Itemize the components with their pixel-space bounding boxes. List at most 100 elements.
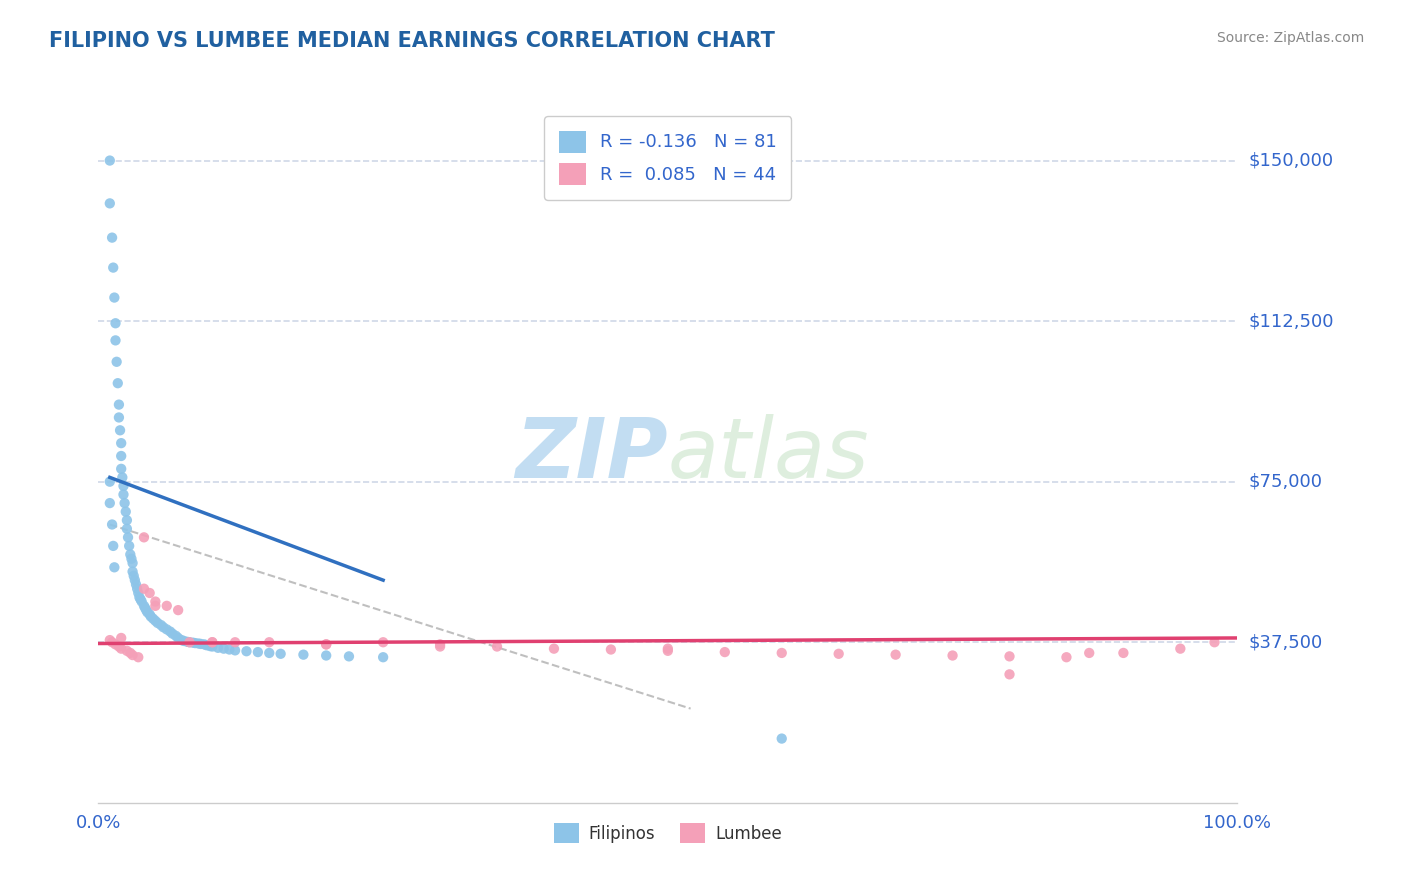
Point [110, 641, 132, 656]
Text: ZIP: ZIP [515, 415, 668, 495]
Point [152, 620, 174, 634]
Point [224, 635, 246, 649]
Point [201, 640, 224, 654]
Point [187, 636, 209, 650]
Point [128, 591, 150, 605]
Point [98, 633, 121, 648]
Point [315, 637, 337, 651]
Point [110, 449, 132, 463]
Point [156, 623, 179, 637]
Point [429, 637, 451, 651]
Point [942, 648, 965, 663]
Point [207, 640, 229, 655]
Text: FILIPINO VS LUMBEE MEDIAN EARNINGS CORRELATION CHART: FILIPINO VS LUMBEE MEDIAN EARNINGS CORRE… [49, 31, 775, 51]
Point [120, 551, 142, 566]
Point [138, 586, 160, 600]
Point [315, 648, 337, 663]
Point [129, 592, 152, 607]
Point [98, 196, 121, 211]
Point [108, 423, 131, 437]
Point [121, 565, 143, 579]
Point [165, 629, 187, 643]
Point [112, 487, 135, 501]
Point [101, 230, 124, 244]
Point [159, 624, 181, 639]
Point [315, 637, 337, 651]
Point [108, 640, 131, 654]
Point [145, 614, 167, 628]
Point [121, 648, 143, 662]
Point [103, 560, 125, 574]
Point [127, 650, 149, 665]
Point [179, 635, 201, 649]
Point [173, 634, 195, 648]
Point [98, 153, 121, 168]
Point [167, 603, 190, 617]
Point [190, 637, 212, 651]
Point [235, 644, 257, 658]
Point [115, 644, 138, 658]
Point [195, 638, 218, 652]
Text: $112,500: $112,500 [1249, 312, 1334, 330]
Point [131, 594, 153, 608]
Point [201, 635, 224, 649]
Point [110, 462, 132, 476]
Point [105, 355, 128, 369]
Point [770, 646, 793, 660]
Point [114, 496, 136, 510]
Point [259, 635, 281, 649]
Point [371, 635, 394, 649]
Point [371, 650, 394, 665]
Point [193, 637, 215, 651]
Point [337, 649, 360, 664]
Point [429, 640, 451, 654]
Point [167, 631, 190, 645]
Point [170, 633, 193, 648]
Point [139, 609, 162, 624]
Point [104, 637, 127, 651]
Point [884, 648, 907, 662]
Point [104, 334, 127, 348]
Point [98, 475, 121, 489]
Point [270, 647, 292, 661]
Point [212, 641, 235, 656]
Point [145, 599, 167, 613]
Point [179, 635, 201, 649]
Point [176, 635, 198, 649]
Point [224, 643, 246, 657]
Point [107, 376, 129, 391]
Point [162, 626, 184, 640]
Point [714, 645, 737, 659]
Point [998, 649, 1021, 664]
Point [146, 615, 169, 630]
Point [135, 603, 157, 617]
Point [156, 599, 179, 613]
Point [828, 647, 851, 661]
Point [486, 640, 509, 654]
Legend: Filipinos, Lumbee: Filipinos, Lumbee [547, 816, 789, 850]
Point [198, 639, 221, 653]
Point [114, 505, 136, 519]
Point [103, 260, 125, 275]
Point [201, 635, 224, 649]
Point [112, 479, 135, 493]
Point [543, 641, 565, 656]
Point [103, 539, 125, 553]
Point [657, 641, 679, 656]
Point [118, 539, 141, 553]
Point [181, 635, 204, 649]
Point [101, 635, 124, 649]
Point [125, 577, 148, 591]
Point [132, 530, 155, 544]
Point [108, 398, 131, 412]
Point [145, 594, 167, 608]
Text: $37,500: $37,500 [1249, 633, 1323, 651]
Text: atlas: atlas [668, 415, 869, 495]
Point [120, 646, 142, 660]
Point [657, 644, 679, 658]
Text: Source: ZipAtlas.com: Source: ZipAtlas.com [1216, 31, 1364, 45]
Point [115, 522, 138, 536]
Point [127, 586, 149, 600]
Point [110, 436, 132, 450]
Text: $150,000: $150,000 [1249, 152, 1333, 169]
